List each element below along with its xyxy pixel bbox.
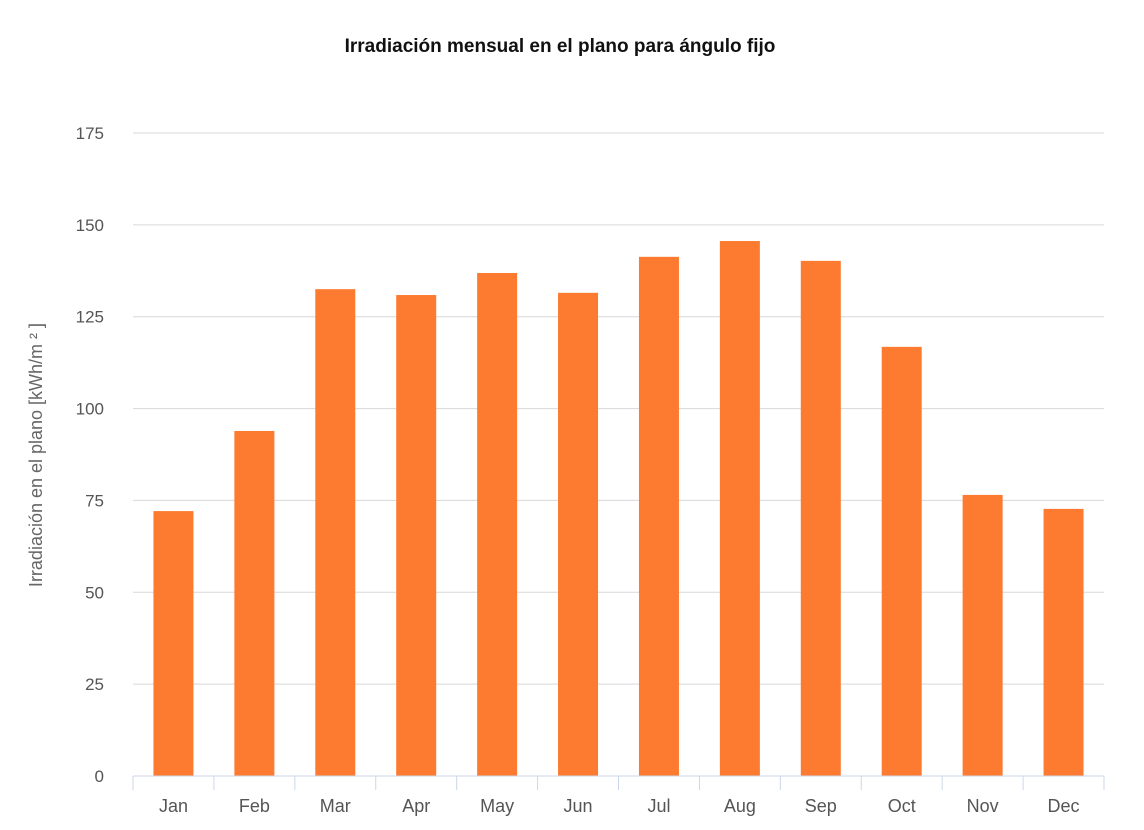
bar-nov[interactable]: [962, 494, 1003, 776]
x-tick-label: Feb: [239, 796, 270, 816]
bar-jun[interactable]: [558, 292, 599, 776]
bar-mar[interactable]: [315, 289, 356, 776]
y-tick-label: 75: [85, 491, 104, 510]
x-tick-label: Jul: [647, 796, 670, 816]
bar-feb[interactable]: [234, 430, 275, 776]
bar-jan[interactable]: [153, 511, 194, 776]
y-tick-label: 0: [95, 767, 104, 786]
bar-aug[interactable]: [719, 241, 760, 777]
x-tick-label: Dec: [1048, 796, 1080, 816]
x-tick-label: Oct: [888, 796, 916, 816]
x-tick-label: Apr: [402, 796, 430, 816]
x-tick-label: Mar: [320, 796, 351, 816]
y-axis-label: Irradiación en el plano [kWh/m ² ]: [26, 323, 46, 587]
bar-dec[interactable]: [1043, 508, 1084, 776]
y-tick-label: 175: [76, 124, 104, 143]
x-tick-label: Jan: [159, 796, 188, 816]
x-tick-label: Aug: [724, 796, 756, 816]
x-tick-label: Sep: [805, 796, 837, 816]
x-tick-label: Jun: [564, 796, 593, 816]
x-tick-label: Nov: [967, 796, 999, 816]
y-tick-label: 100: [76, 400, 104, 419]
bar-jul[interactable]: [638, 256, 679, 776]
bar-oct[interactable]: [881, 346, 922, 776]
y-tick-label: 150: [76, 216, 104, 235]
bar-sep[interactable]: [800, 260, 841, 777]
y-tick-label: 125: [76, 308, 104, 327]
bar-apr[interactable]: [396, 295, 437, 776]
chart-title: Irradiación mensual en el plano para áng…: [345, 36, 776, 57]
y-tick-label: 25: [85, 675, 104, 694]
y-tick-label: 50: [85, 583, 104, 602]
bar-may[interactable]: [477, 272, 518, 776]
x-tick-label: May: [480, 796, 514, 816]
